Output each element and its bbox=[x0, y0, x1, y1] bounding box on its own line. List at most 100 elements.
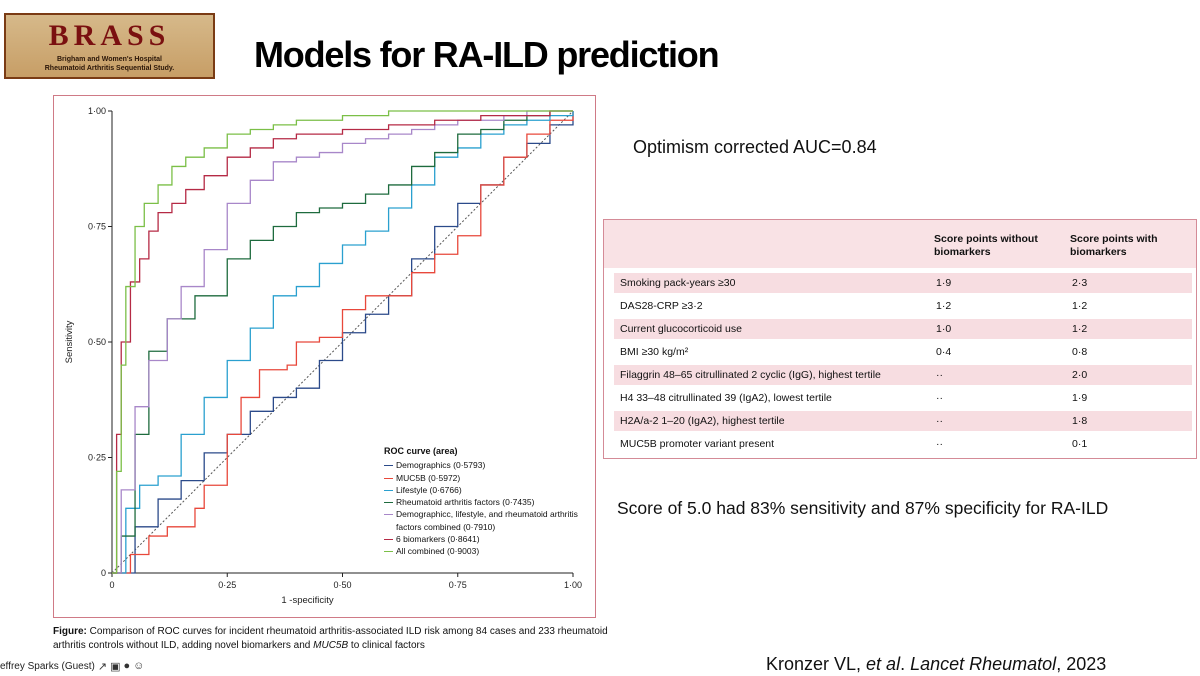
table-cell-label: H4 33–48 citrullinated 39 (IgA2), lowest… bbox=[620, 392, 832, 404]
legend-item: Lifestyle (0·6766) bbox=[384, 484, 596, 496]
roc-series-line bbox=[112, 111, 574, 574]
table-cell-with: 0·1 bbox=[1072, 438, 1088, 450]
x-tick-label: 0·50 bbox=[333, 580, 351, 590]
table-cell-label: BMI ≥30 kg/m² bbox=[620, 346, 689, 358]
x-tick-label: 0·25 bbox=[218, 580, 236, 590]
score-summary-text: Score of 5.0 had 83% sensitivity and 87%… bbox=[617, 498, 1109, 518]
table-cell-label: MUC5B promoter variant present bbox=[620, 438, 775, 450]
x-tick-label: 0·75 bbox=[449, 580, 467, 590]
logo-subtitle: Brigham and Women's Hospital Rheumatoid … bbox=[6, 55, 213, 73]
legend-swatch bbox=[384, 477, 393, 479]
table-row: H4 33–48 citrullinated 39 (IgA2), lowest… bbox=[614, 388, 1192, 408]
table-cell-with: 1·8 bbox=[1072, 415, 1088, 427]
table-row: BMI ≥30 kg/m² 0·4 0·8 bbox=[614, 342, 1192, 362]
y-tick-label: 0·50 bbox=[88, 337, 106, 347]
logo-subtitle-line2: Rheumatoid Arthritis Sequential Study. bbox=[44, 65, 175, 72]
citation-year: , 2023 bbox=[1056, 654, 1107, 674]
citation-journal-prefix: . bbox=[900, 654, 911, 674]
table-cell-label: DAS28-CRP ≥3·2 bbox=[620, 300, 703, 312]
brass-logo: BRASS Brigham and Women's Hospital Rheum… bbox=[4, 13, 215, 79]
table-row: DAS28-CRP ≥3·2 1·2 1·2 bbox=[614, 296, 1192, 316]
legend-label: Demographics (0·5793) bbox=[396, 460, 486, 471]
legend-item: MUC5B (0·5972) bbox=[384, 472, 596, 484]
y-tick-label: 0·75 bbox=[88, 222, 106, 232]
logo-title: BRASS bbox=[48, 19, 171, 52]
figure-caption: Figure: Comparison of ROC curves for inc… bbox=[53, 625, 613, 653]
x-tick-label: 0 bbox=[109, 580, 114, 590]
logo-subtitle-line1: Brigham and Women's Hospital bbox=[57, 56, 162, 63]
table-row: H2A/a-2 1–20 (IgA2), highest tertile ·· 1·… bbox=[614, 411, 1192, 431]
legend-label: All combined (0·9003) bbox=[396, 546, 480, 557]
auc-text: Optimism corrected AUC=0.84 bbox=[633, 137, 877, 157]
caption-label: Figure: bbox=[53, 626, 87, 637]
share-icon[interactable]: ↗ bbox=[97, 660, 108, 673]
table-cell-without: 0·4 bbox=[936, 346, 952, 358]
table-cell-label: Current glucocorticoid use bbox=[620, 323, 742, 335]
table-cell-without: 1·2 bbox=[936, 300, 952, 312]
table-row: Smoking pack-years ≥30 1·9 2·3 bbox=[614, 273, 1192, 293]
roc-series-line bbox=[112, 111, 574, 574]
legend-label: Rheumatoid arthritis factors (0·7435) bbox=[396, 497, 535, 508]
table-cell-with: 1·9 bbox=[1072, 392, 1088, 404]
table-cell-label: Filaggrin 48–65 citrullinated 2 cyclic (… bbox=[620, 369, 881, 381]
y-tick-label: 0 bbox=[101, 568, 106, 578]
citation: Kronzer VL, et al. Lancet Rheumatol, 202… bbox=[766, 654, 1106, 675]
citation-etal: et al bbox=[866, 654, 901, 674]
legend-item: 6 biomarkers (0·8641) bbox=[384, 533, 596, 545]
slide-title: Models for RA-ILD prediction bbox=[254, 34, 720, 75]
score-table: Score points without biomarkers Score po… bbox=[603, 219, 1197, 459]
legend-label: Demographicc, lifestyle, and rheumatoid … bbox=[396, 509, 578, 532]
legend-label: Lifestyle (0·6766) bbox=[396, 484, 462, 495]
legend-label: 6 biomarkers (0·8641) bbox=[396, 534, 480, 545]
meeting-toolbar: effrey Sparks (Guest) ↗ ▣ ● ☺ bbox=[0, 656, 160, 676]
table-header-col2: Score points with biomarkers bbox=[1070, 233, 1158, 258]
reactions-icon[interactable]: ☺ bbox=[133, 660, 145, 672]
table-cell-with: 2·0 bbox=[1072, 369, 1088, 381]
table-row: Current glucocorticoid use 1·0 1·2 bbox=[614, 319, 1192, 339]
camera-icon[interactable]: ▣ bbox=[110, 660, 121, 673]
legend-swatch bbox=[384, 514, 393, 516]
legend-swatch bbox=[384, 539, 393, 541]
table-cell-with: 2·3 bbox=[1072, 277, 1088, 289]
table-cell-without: ·· bbox=[936, 392, 943, 404]
table-cell-without: ·· bbox=[936, 369, 943, 381]
legend-item: All combined (0·9003) bbox=[384, 545, 596, 557]
x-axis-label: 1 -specificity bbox=[281, 595, 334, 606]
y-axis-label: Sensitivity bbox=[64, 320, 75, 363]
table-cell-without: ·· bbox=[936, 415, 943, 427]
table-cell-without: 1·0 bbox=[936, 323, 952, 335]
roc-figure: 0 0 0·25 0·25 0·50 0·50 0·75 0·75 1·00 1·00 1 -spe… bbox=[53, 95, 596, 618]
more-icon[interactable]: ● bbox=[123, 660, 131, 672]
citation-authors: Kronzer VL, bbox=[766, 654, 867, 674]
table-cell-without: 1·9 bbox=[936, 277, 952, 289]
table-cell-label: Smoking pack-years ≥30 bbox=[620, 277, 736, 289]
legend-item: Rheumatoid arthritis factors (0·7435) bbox=[384, 496, 596, 508]
caption-text2: to clinical factors bbox=[348, 640, 425, 651]
y-tick-label: 0·25 bbox=[88, 453, 106, 463]
legend-swatch bbox=[384, 465, 393, 467]
legend-title: ROC curve (area) bbox=[384, 446, 458, 456]
table-cell-label: H2A/a-2 1–20 (IgA2), highest tertile bbox=[620, 415, 785, 427]
table-row: MUC5B promoter variant present ·· 0·1 bbox=[614, 434, 1192, 454]
roc-series-line bbox=[112, 110, 573, 574]
y-tick-label: 1·00 bbox=[88, 106, 106, 116]
caption-text: Comparison of ROC curves for incident rh… bbox=[53, 626, 608, 651]
roc-series-line bbox=[112, 110, 573, 574]
table-row: Filaggrin 48–65 citrullinated 2 cyclic (… bbox=[614, 365, 1192, 385]
table-header: Score points without biomarkers Score po… bbox=[604, 220, 1196, 268]
participant-name: effrey Sparks (Guest) bbox=[0, 660, 95, 672]
table-cell-without: ·· bbox=[936, 438, 943, 450]
legend-label: MUC5B (0·5972) bbox=[396, 472, 461, 483]
roc-chart: 00 0·25 0·25 0·50 0·50 0·75 0·75 1·00 1·00 1 -spe… bbox=[64, 106, 582, 606]
table-cell-with: 1·2 bbox=[1072, 300, 1088, 312]
legend-swatch bbox=[384, 551, 393, 553]
table-cell-with: 0·8 bbox=[1072, 346, 1088, 358]
table-cell-with: 1·2 bbox=[1072, 323, 1088, 335]
table-header-col1: Score points without biomarkers bbox=[934, 233, 1038, 258]
legend-swatch bbox=[384, 502, 393, 504]
legend-swatch bbox=[384, 489, 393, 491]
legend-item: Demographics (0·5793) bbox=[384, 459, 596, 471]
citation-journal: Lancet Rheumatol bbox=[910, 654, 1057, 674]
x-tick-label: 1·00 bbox=[564, 580, 582, 590]
reference-line bbox=[111, 110, 574, 574]
